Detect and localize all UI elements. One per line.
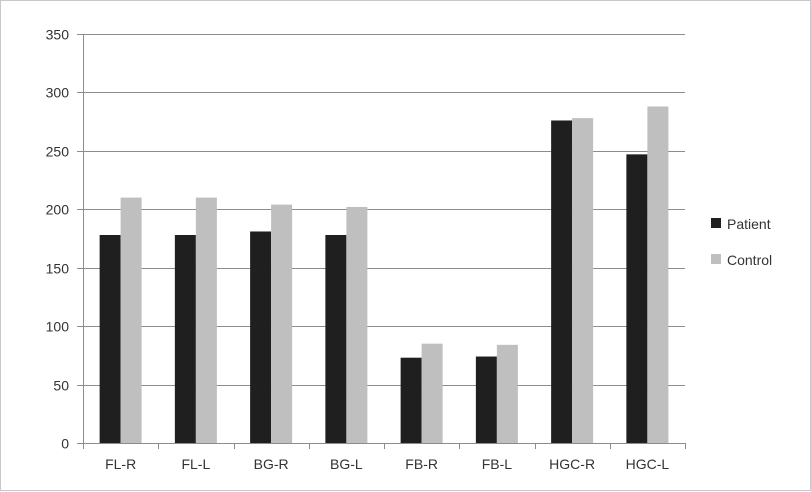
bars bbox=[99, 106, 669, 444]
bar-control-hgc-r bbox=[572, 118, 594, 443]
y-tick-label: 350 bbox=[46, 27, 70, 43]
x-tick-label: FB-R bbox=[405, 456, 438, 472]
x-tick-label: BG-R bbox=[254, 456, 289, 472]
legend-swatch-control bbox=[711, 254, 721, 264]
y-tick-label: 50 bbox=[53, 378, 69, 394]
bar-patient-fb-l bbox=[475, 356, 497, 443]
bar-control-hgc-l bbox=[647, 106, 669, 444]
gridlines bbox=[83, 34, 685, 386]
y-axis-ticks: 0 50 100 150 200 250 300 350 bbox=[46, 27, 83, 452]
y-tick-label: 100 bbox=[46, 319, 70, 335]
bar-control-fl-r bbox=[120, 197, 142, 443]
bar-control-bg-r bbox=[271, 204, 293, 443]
legend-swatch-patient bbox=[711, 218, 721, 228]
y-tick-label: 0 bbox=[61, 436, 69, 452]
bar-patient-fl-r bbox=[99, 234, 121, 443]
bar-control-fb-l bbox=[496, 344, 518, 443]
x-axis-ticks: FL-R FL-L BG-R BG-L FB-R FB-L HGC-R HGC-L bbox=[83, 443, 686, 472]
x-tick-label: BG-L bbox=[330, 456, 363, 472]
bar-patient-fl-l bbox=[174, 234, 196, 443]
x-tick-label: FL-R bbox=[105, 456, 136, 472]
legend-label-control: Control bbox=[727, 252, 772, 268]
legend: Patient Control bbox=[711, 216, 772, 268]
bar-control-fb-r bbox=[421, 343, 443, 443]
bar-patient-hgc-r bbox=[551, 120, 573, 443]
bar-patient-bg-l bbox=[325, 234, 347, 443]
x-tick-label: HGC-L bbox=[626, 456, 670, 472]
bar-patient-bg-r bbox=[250, 231, 272, 443]
y-tick-label: 300 bbox=[46, 85, 70, 101]
y-tick-label: 150 bbox=[46, 261, 70, 277]
bar-control-bg-l bbox=[346, 206, 368, 443]
legend-label-patient: Patient bbox=[727, 216, 771, 232]
x-tick-label: FL-L bbox=[181, 456, 210, 472]
x-tick-label: HGC-R bbox=[549, 456, 595, 472]
y-tick-label: 250 bbox=[46, 144, 70, 160]
axes bbox=[83, 34, 685, 444]
bar-control-fl-l bbox=[195, 197, 217, 443]
bar-patient-fb-r bbox=[400, 357, 422, 443]
x-tick-label: FB-L bbox=[482, 456, 513, 472]
y-tick-label: 200 bbox=[46, 202, 70, 218]
bar-patient-hgc-l bbox=[626, 154, 648, 443]
